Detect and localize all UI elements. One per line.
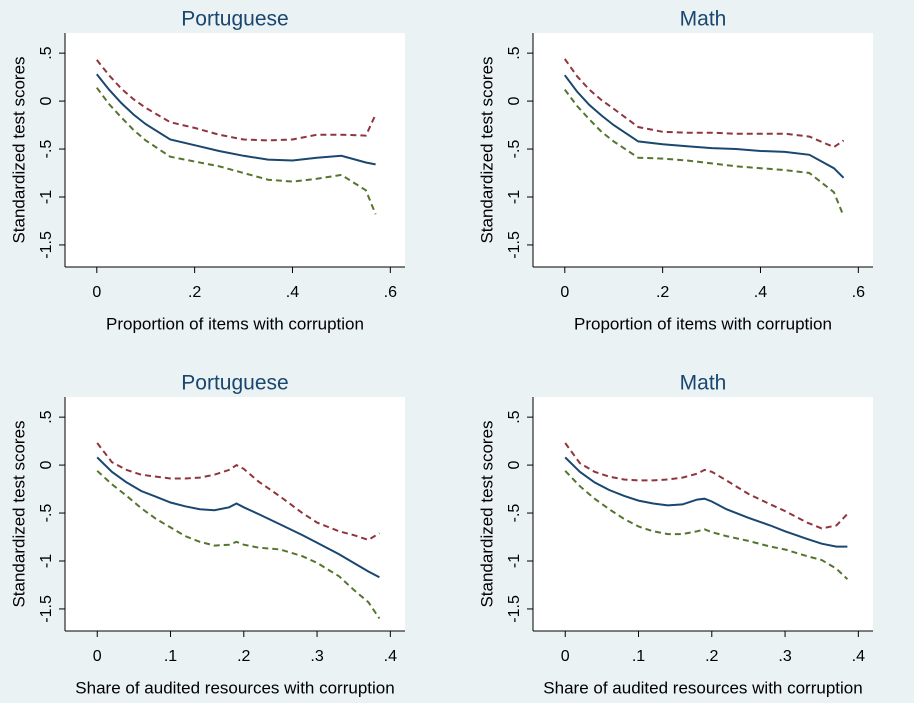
plot-area bbox=[65, 33, 405, 267]
chart-title: Portuguese bbox=[181, 372, 288, 395]
y-tick-label: -1 bbox=[506, 190, 523, 204]
series-line bbox=[96, 59, 377, 142]
x-axis-label: Share of audited resources with corrupti… bbox=[543, 678, 862, 697]
x-tick-label: .2 bbox=[237, 648, 250, 665]
y-axis-label: Standardized test scores bbox=[9, 420, 28, 607]
series-line bbox=[563, 89, 845, 217]
x-tick-label: .1 bbox=[164, 648, 177, 665]
x-tick-label: .2 bbox=[656, 284, 669, 301]
y-tick-label: 0 bbox=[506, 97, 523, 106]
y-tick-label: 0 bbox=[38, 461, 55, 470]
x-tick-label: 0 bbox=[92, 284, 101, 301]
plot-area bbox=[533, 33, 873, 267]
y-axis-label: Standardized test scores bbox=[9, 56, 28, 243]
y-tick-label: -1.5 bbox=[506, 231, 523, 259]
x-tick-label: .2 bbox=[188, 284, 201, 301]
series-line bbox=[96, 456, 380, 579]
y-tick-label: .5 bbox=[38, 46, 55, 59]
y-tick-label: -.5 bbox=[38, 504, 55, 523]
y-tick-label: -1.5 bbox=[38, 595, 55, 623]
x-tick-label: 0 bbox=[561, 648, 570, 665]
x-tick-label: .4 bbox=[384, 648, 397, 665]
x-tick-label: .6 bbox=[384, 284, 397, 301]
x-tick-label: .6 bbox=[852, 284, 865, 301]
y-tick-label: -1.5 bbox=[38, 231, 55, 259]
y-axis-label: Standardized test scores bbox=[477, 56, 496, 243]
chart-title: Math bbox=[680, 372, 727, 395]
x-tick-label: .1 bbox=[632, 648, 645, 665]
series-line bbox=[564, 442, 849, 530]
series-line bbox=[96, 73, 376, 166]
chart-title: Portuguese bbox=[181, 8, 288, 31]
y-tick-label: -1 bbox=[506, 554, 523, 568]
x-tick-label: .4 bbox=[852, 648, 865, 665]
x-axis-label: Proportion of items with corruption bbox=[106, 314, 364, 333]
x-tick-label: 0 bbox=[560, 284, 569, 301]
x-tick-label: 0 bbox=[93, 648, 102, 665]
y-tick-label: -.5 bbox=[506, 504, 523, 523]
x-tick-label: .2 bbox=[705, 648, 718, 665]
y-tick-label: .5 bbox=[506, 410, 523, 423]
x-axis-label: Proportion of items with corruption bbox=[574, 314, 832, 333]
plot-area bbox=[533, 397, 873, 631]
y-tick-label: -1.5 bbox=[506, 595, 523, 623]
y-tick-label: -1 bbox=[38, 554, 55, 568]
y-tick-label: .5 bbox=[506, 46, 523, 59]
series-line bbox=[96, 470, 381, 620]
y-tick-label: .5 bbox=[38, 410, 55, 423]
y-tick-label: -.5 bbox=[38, 140, 55, 159]
y-axis-label: Standardized test scores bbox=[477, 420, 496, 607]
y-tick-label: -1 bbox=[38, 190, 55, 204]
y-tick-label: 0 bbox=[38, 97, 55, 106]
chart-title: Math bbox=[680, 8, 727, 31]
x-tick-label: .3 bbox=[778, 648, 791, 665]
x-axis-label: Share of audited resources with corrupti… bbox=[75, 678, 394, 697]
series-line bbox=[564, 456, 848, 548]
series-line bbox=[563, 58, 845, 149]
y-tick-label: 0 bbox=[506, 461, 523, 470]
x-tick-label: .4 bbox=[754, 284, 767, 301]
x-tick-label: .4 bbox=[286, 284, 299, 301]
y-tick-label: -.5 bbox=[506, 140, 523, 159]
series-line bbox=[563, 74, 845, 179]
x-tick-label: .3 bbox=[310, 648, 323, 665]
series-line bbox=[95, 87, 377, 215]
series-line bbox=[564, 470, 849, 580]
plot-area bbox=[65, 397, 405, 631]
series-line bbox=[96, 442, 380, 541]
